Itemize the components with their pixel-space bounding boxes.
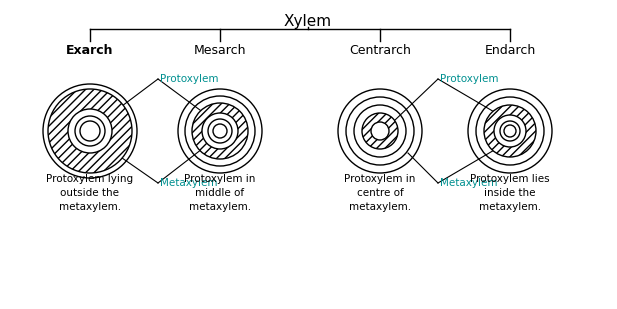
Circle shape <box>476 97 544 165</box>
Circle shape <box>192 103 248 159</box>
Text: Protoxylem in
middle of
metaxylem.: Protoxylem in middle of metaxylem. <box>184 174 255 212</box>
Circle shape <box>494 115 526 147</box>
Circle shape <box>354 105 406 157</box>
Circle shape <box>48 89 132 173</box>
Circle shape <box>80 121 100 141</box>
Text: Exarch: Exarch <box>66 44 114 57</box>
Text: Endarch: Endarch <box>484 44 536 57</box>
Text: Protoxylem: Protoxylem <box>440 74 499 84</box>
Text: Protoxylem lying
outside the
metaxylem.: Protoxylem lying outside the metaxylem. <box>46 174 133 212</box>
Circle shape <box>213 124 227 138</box>
Text: Metaxylem: Metaxylem <box>160 178 218 188</box>
Circle shape <box>362 113 398 149</box>
Circle shape <box>202 113 238 149</box>
Text: Protoxylem: Protoxylem <box>160 74 218 84</box>
Text: Protoxylem lies
inside the
metaxylem.: Protoxylem lies inside the metaxylem. <box>470 174 550 212</box>
Circle shape <box>346 97 414 165</box>
Text: Metaxylem: Metaxylem <box>440 178 497 188</box>
Circle shape <box>68 109 112 153</box>
Text: Xylem: Xylem <box>284 14 332 29</box>
Circle shape <box>500 121 520 141</box>
Circle shape <box>208 119 232 143</box>
Circle shape <box>185 96 255 166</box>
Text: Mesarch: Mesarch <box>194 44 246 57</box>
Text: Protoxylem in
centre of
metaxylem.: Protoxylem in centre of metaxylem. <box>344 174 416 212</box>
Circle shape <box>371 122 389 140</box>
Text: Centrarch: Centrarch <box>349 44 411 57</box>
Circle shape <box>484 105 536 157</box>
Circle shape <box>504 125 516 137</box>
Circle shape <box>75 116 105 146</box>
